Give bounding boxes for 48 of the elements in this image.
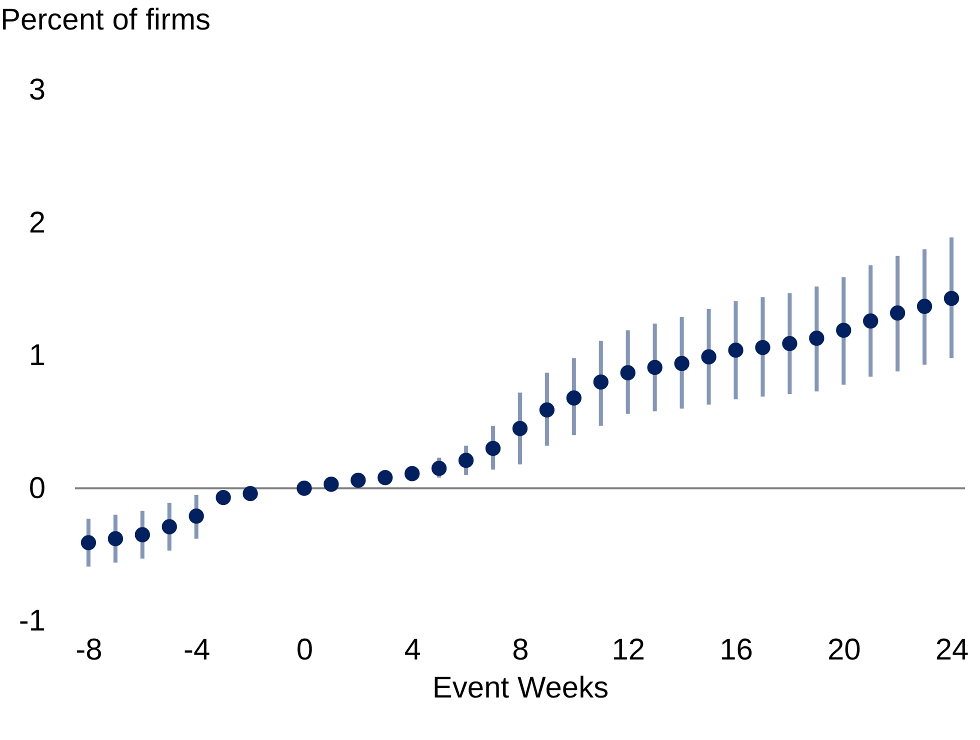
point bbox=[782, 336, 798, 352]
point bbox=[916, 298, 932, 314]
point bbox=[944, 290, 960, 306]
point bbox=[458, 452, 474, 468]
y-tick-label: 2 bbox=[28, 206, 46, 240]
point bbox=[485, 440, 501, 456]
x-tick-label: 12 bbox=[612, 634, 646, 666]
point bbox=[350, 472, 366, 488]
point bbox=[863, 313, 878, 329]
point bbox=[890, 305, 906, 321]
y-tick-label: 0 bbox=[28, 472, 46, 505]
point bbox=[593, 374, 608, 390]
y-axis-title: Percent of firms bbox=[0, 4, 211, 36]
point bbox=[188, 508, 204, 524]
point bbox=[432, 460, 447, 476]
point bbox=[539, 402, 555, 418]
y-tick-label: 1 bbox=[28, 339, 46, 372]
point bbox=[674, 356, 690, 372]
point bbox=[162, 519, 177, 534]
point bbox=[378, 470, 393, 486]
point bbox=[134, 527, 150, 542]
point bbox=[80, 535, 96, 550]
x-tick-label: 24 bbox=[935, 634, 969, 666]
point bbox=[242, 486, 258, 502]
x-tick-label: -8 bbox=[76, 634, 102, 666]
point bbox=[108, 531, 124, 546]
y-tick-label: 3 bbox=[28, 74, 46, 106]
x-tick-label: 0 bbox=[296, 634, 314, 666]
point bbox=[836, 322, 852, 338]
point bbox=[512, 420, 528, 436]
point bbox=[701, 349, 716, 364]
point bbox=[809, 330, 824, 346]
point bbox=[620, 365, 636, 380]
x-axis-title: Event Weeks bbox=[432, 672, 609, 704]
x-tick-label: 8 bbox=[512, 634, 529, 666]
x-tick-label: 4 bbox=[404, 634, 421, 666]
point bbox=[755, 340, 770, 356]
point bbox=[566, 390, 582, 406]
y-tick-label: -1 bbox=[18, 604, 46, 638]
point bbox=[647, 360, 662, 376]
point bbox=[296, 480, 312, 496]
x-tick-label: -4 bbox=[184, 634, 210, 666]
x-tick-label: 20 bbox=[827, 634, 861, 666]
point bbox=[404, 466, 420, 482]
point bbox=[216, 490, 231, 506]
point bbox=[728, 342, 744, 358]
x-tick-label: 16 bbox=[720, 634, 753, 666]
point bbox=[324, 476, 339, 492]
